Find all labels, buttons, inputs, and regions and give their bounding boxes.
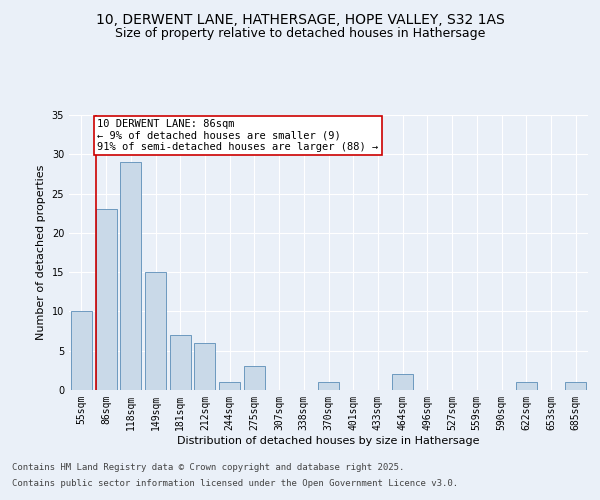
Y-axis label: Number of detached properties: Number of detached properties: [36, 165, 46, 340]
Bar: [120, 162, 141, 390]
Text: Contains public sector information licensed under the Open Government Licence v3: Contains public sector information licen…: [12, 478, 458, 488]
Text: 10, DERWENT LANE, HATHERSAGE, HOPE VALLEY, S32 1AS: 10, DERWENT LANE, HATHERSAGE, HOPE VALLE…: [95, 12, 505, 26]
Bar: [71, 312, 92, 390]
Bar: [145, 272, 166, 390]
Bar: [244, 366, 265, 390]
Bar: [392, 374, 413, 390]
Bar: [194, 343, 215, 390]
Bar: [170, 335, 191, 390]
Text: Size of property relative to detached houses in Hathersage: Size of property relative to detached ho…: [115, 28, 485, 40]
Text: Contains HM Land Registry data © Crown copyright and database right 2025.: Contains HM Land Registry data © Crown c…: [12, 464, 404, 472]
Text: 10 DERWENT LANE: 86sqm
← 9% of detached houses are smaller (9)
91% of semi-detac: 10 DERWENT LANE: 86sqm ← 9% of detached …: [97, 119, 379, 152]
X-axis label: Distribution of detached houses by size in Hathersage: Distribution of detached houses by size …: [177, 436, 480, 446]
Bar: [318, 382, 339, 390]
Bar: [219, 382, 240, 390]
Bar: [516, 382, 537, 390]
Bar: [95, 210, 116, 390]
Bar: [565, 382, 586, 390]
